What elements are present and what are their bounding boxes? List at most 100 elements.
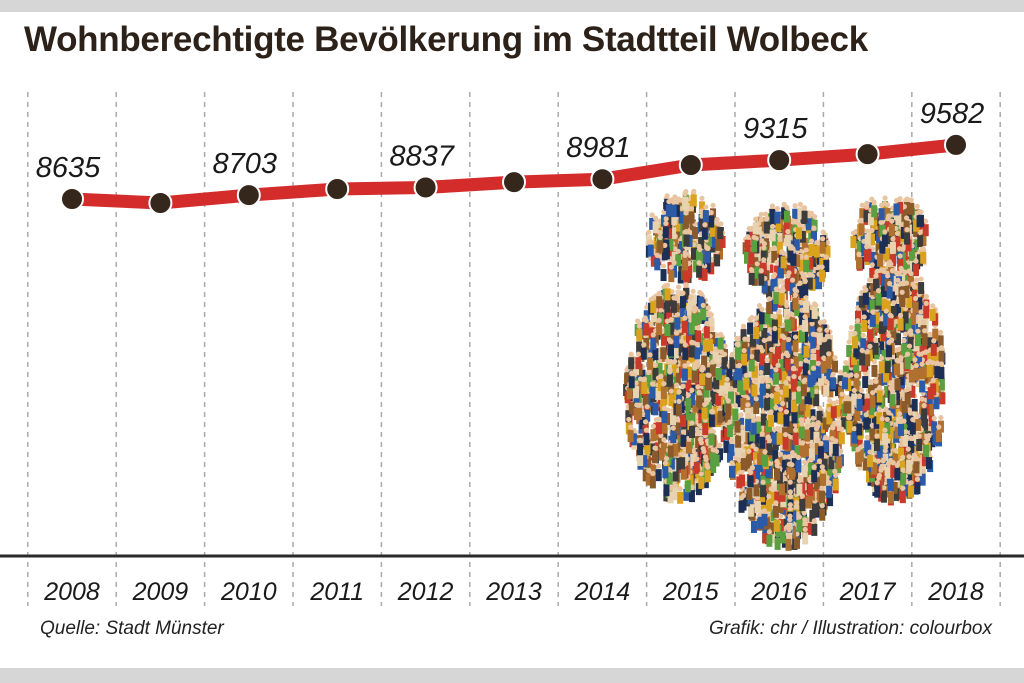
- crowd-person: [884, 385, 891, 398]
- crowd-person: [863, 458, 870, 471]
- crowd-person: [710, 452, 717, 465]
- crowd-person: [757, 395, 764, 408]
- crowd-person: [913, 219, 920, 232]
- crowd-person: [813, 394, 820, 407]
- crowd-person-head: [783, 409, 790, 415]
- crowd-person: [811, 523, 818, 536]
- crowd-person-head: [644, 404, 650, 410]
- crowd-person-head: [699, 195, 705, 201]
- crowd-person: [665, 412, 672, 425]
- crowd-person: [757, 237, 764, 250]
- crowd-person-head: [772, 325, 778, 332]
- crowd-person-head: [775, 362, 781, 368]
- crowd-person-head: [701, 401, 708, 408]
- crowd-person-head: [654, 252, 660, 258]
- crowd-person: [846, 345, 853, 358]
- crowd-person-head: [811, 518, 817, 524]
- crowd-person-head: [798, 299, 804, 305]
- crowd-person: [834, 404, 841, 417]
- crowd-person-head: [797, 280, 803, 286]
- crowd-person-head: [798, 417, 804, 423]
- crowd-person: [680, 434, 687, 447]
- crowd-person-head: [859, 202, 865, 208]
- crowd-person-head: [889, 218, 895, 224]
- crowd-person: [929, 435, 936, 448]
- crowd-person: [790, 526, 797, 539]
- crowd-person-head: [888, 261, 894, 267]
- crowd-person: [869, 299, 876, 312]
- crowd-person: [768, 398, 775, 411]
- crowd-person: [769, 368, 776, 381]
- crowd-person: [739, 430, 746, 443]
- crowd-person-head: [807, 271, 813, 278]
- crowd-person: [869, 428, 876, 441]
- crowd-person-head: [759, 306, 765, 312]
- crowd-person-head: [774, 205, 780, 212]
- crowd-person-head: [656, 290, 662, 296]
- crowd-person: [672, 373, 679, 386]
- crowd-person: [733, 368, 740, 381]
- crowd-person: [671, 364, 678, 377]
- crowd-person-head: [785, 273, 791, 279]
- crowd-person-head: [802, 459, 808, 465]
- crowd-person-head: [801, 510, 807, 516]
- crowd-person: [754, 382, 761, 395]
- crowd-person: [748, 272, 755, 285]
- crowd-person-head: [918, 209, 924, 215]
- crowd-person-head: [682, 191, 688, 197]
- crowd-person-head: [864, 200, 870, 206]
- crowd-person-head: [831, 400, 837, 406]
- crowd-person: [691, 370, 698, 383]
- crowd-person-head: [682, 363, 688, 369]
- crowd-person: [766, 383, 773, 396]
- crowd-person-head: [809, 442, 815, 448]
- crowd-person-head: [784, 204, 790, 211]
- crowd-person-head: [677, 486, 683, 492]
- crowd-person: [698, 411, 705, 424]
- crowd-person: [816, 332, 823, 345]
- crowd-person: [770, 386, 777, 399]
- crowd-person: [750, 520, 757, 533]
- crowd-person-head: [839, 426, 845, 432]
- crowd-person-head: [698, 208, 705, 214]
- crowd-person-head: [745, 402, 751, 408]
- crowd-person: [889, 404, 896, 417]
- crowd-person: [871, 364, 878, 377]
- crowd-person-head: [821, 318, 827, 325]
- crowd-person: [905, 239, 912, 252]
- crowd-person-head: [753, 216, 759, 222]
- crowd-person: [668, 457, 675, 470]
- crowd-person: [793, 536, 800, 549]
- crowd-person-head: [817, 327, 823, 333]
- crowd-person: [673, 204, 680, 217]
- crowd-person: [876, 445, 883, 458]
- crowd-person-head: [779, 400, 786, 407]
- crowd-person: [890, 217, 897, 230]
- crowd-person: [628, 376, 635, 389]
- crowd-person: [668, 394, 675, 407]
- crowd-person: [678, 241, 685, 254]
- crowd-person: [765, 499, 772, 512]
- crowd-person-head: [658, 307, 664, 313]
- crowd-person: [661, 248, 668, 261]
- crowd-person: [773, 410, 780, 423]
- crowd-person-head: [746, 448, 752, 454]
- crowd-person: [671, 212, 678, 225]
- crowd-person: [645, 374, 652, 387]
- crowd-person: [815, 505, 822, 518]
- crowd-person-head: [722, 343, 728, 349]
- crowd-person-head: [758, 268, 764, 274]
- crowd-person-head: [868, 379, 874, 385]
- crowd-person-head: [695, 324, 701, 331]
- crowd-person: [652, 221, 659, 234]
- crowd-person: [799, 445, 806, 458]
- crowd-person-head: [791, 373, 797, 380]
- crowd-person-head: [635, 318, 641, 324]
- crowd-person: [656, 363, 663, 376]
- crowd-person-head: [793, 427, 799, 433]
- crowd-person: [645, 473, 652, 486]
- crowd-person-head: [883, 444, 889, 450]
- crowd-person: [890, 328, 897, 341]
- crowd-person: [801, 465, 808, 478]
- crowd-person: [689, 413, 696, 426]
